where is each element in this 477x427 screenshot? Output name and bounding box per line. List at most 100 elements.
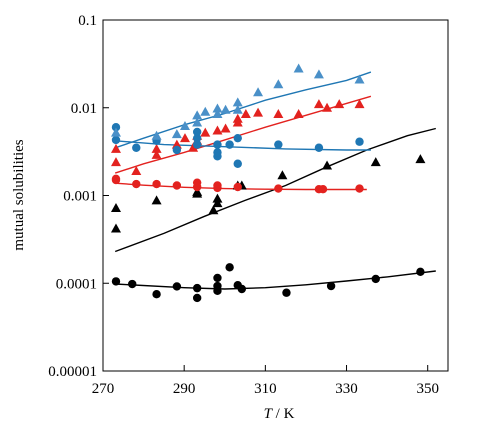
data-point-triangle [212, 193, 223, 203]
data-point-triangle [171, 129, 182, 139]
data-point-circle [213, 140, 222, 149]
data-point-triangle [110, 143, 121, 153]
data-point-circle [111, 123, 121, 132]
axes [102, 19, 449, 372]
data-point-circle [237, 284, 247, 294]
data-point-triangle [110, 203, 121, 213]
data-point-circle [213, 181, 222, 190]
data-point-triangle [131, 166, 142, 176]
data-point-circle [192, 293, 202, 303]
data-point-circle [371, 274, 380, 284]
y-tick-label: 0.01 [71, 101, 97, 117]
data-point-triangle [293, 108, 304, 118]
x-axis-title: T / K [264, 406, 295, 422]
data-point-circle [132, 179, 141, 189]
data-point-triangle [354, 74, 365, 84]
data-point-circle [111, 174, 121, 183]
data-point-circle [128, 279, 137, 289]
data-point-triangle [179, 120, 190, 130]
data-point-circle [192, 140, 202, 149]
data-point-triangle [171, 139, 182, 149]
data-point-triangle [110, 157, 121, 167]
data-point-triangle [212, 108, 223, 118]
data-point-triangle [313, 69, 324, 79]
fit-curve [114, 71, 372, 149]
data-point-circle [225, 140, 234, 149]
data-point-triangle [232, 104, 243, 114]
data-point-triangle [192, 110, 203, 120]
x-tick-label: 350 [416, 381, 439, 397]
data-point-circle [192, 127, 202, 137]
x-axis-unit: / K [272, 406, 295, 422]
data-point-triangle [322, 160, 333, 170]
data-point-circle [355, 137, 364, 146]
data-point-triangle [273, 108, 284, 118]
data-point-circle [274, 140, 283, 149]
data-point-triangle [322, 102, 333, 112]
y-tick-label: 0.001 [63, 189, 97, 205]
data-point-circle [314, 143, 324, 152]
y-tick-label: 0.0001 [56, 276, 97, 292]
data-point-circle [172, 181, 182, 190]
data-point-triangle [313, 99, 324, 109]
data-point-triangle [212, 125, 223, 135]
data-point-triangle [354, 99, 365, 109]
data-point-triangle [200, 127, 211, 137]
data-point-triangle [179, 133, 190, 143]
x-tick-label: 310 [254, 381, 277, 397]
x-tick-label: 290 [173, 381, 196, 397]
data-point-circle [111, 135, 121, 145]
data-point-circle [355, 184, 364, 193]
fit-curve [114, 127, 436, 253]
tick-labels: 270 290 310 330 350 0.00001 0.0001 0.001 0.01 0.1 [48, 13, 439, 397]
x-axis-variable: T [264, 406, 274, 422]
data-point-triangle [110, 127, 121, 137]
data-point-circle [172, 145, 182, 155]
data-point-triangle [151, 149, 162, 159]
data-point-triangle [293, 63, 304, 73]
data-point-triangle [212, 103, 223, 113]
data-point-triangle [232, 113, 243, 123]
data-point-triangle [110, 223, 121, 233]
data-point-triangle [208, 205, 219, 215]
data-point-circle [233, 133, 242, 143]
data-point-circle [416, 267, 425, 277]
data-point-circle [111, 277, 121, 286]
data-point-triangle [253, 107, 264, 117]
data-point-triangle [188, 142, 199, 152]
y-tick-label: 0.1 [78, 13, 97, 29]
y-axis-title: mutual solubilities [11, 139, 27, 250]
plot-frame [102, 19, 449, 372]
y-tick-label: 0.00001 [48, 364, 97, 380]
data-point-circle [213, 286, 222, 296]
data-point-circle [132, 143, 141, 152]
data-point-triangle [151, 130, 162, 140]
x-tick-label: 330 [335, 381, 358, 397]
x-tick-label: 270 [92, 381, 115, 397]
data-point-circle [213, 148, 222, 157]
data-point-circle [152, 179, 161, 189]
fit-curve [115, 182, 367, 191]
data-point-triangle [232, 97, 243, 107]
data-point-triangle [151, 195, 162, 205]
data-point-triangle [200, 106, 211, 116]
data-point-triangle [277, 170, 288, 180]
data-point-triangle [192, 117, 203, 127]
data-point-circle [172, 282, 182, 291]
data-point-circle [282, 288, 291, 297]
data-point-circle [326, 281, 336, 291]
data-point-triangle [220, 104, 231, 114]
data-point-circle [233, 182, 242, 192]
data-point-triangle [415, 154, 426, 164]
data-point-circle [192, 283, 202, 293]
data-point-triangle [151, 143, 162, 153]
data-point-triangle [240, 108, 251, 118]
fit-curves [114, 71, 436, 290]
data-point-circle [213, 273, 222, 283]
data-point-circle [233, 159, 242, 168]
data-point-triangle [192, 188, 203, 198]
data-point-circle [192, 133, 202, 143]
data-point-circle [152, 290, 161, 299]
